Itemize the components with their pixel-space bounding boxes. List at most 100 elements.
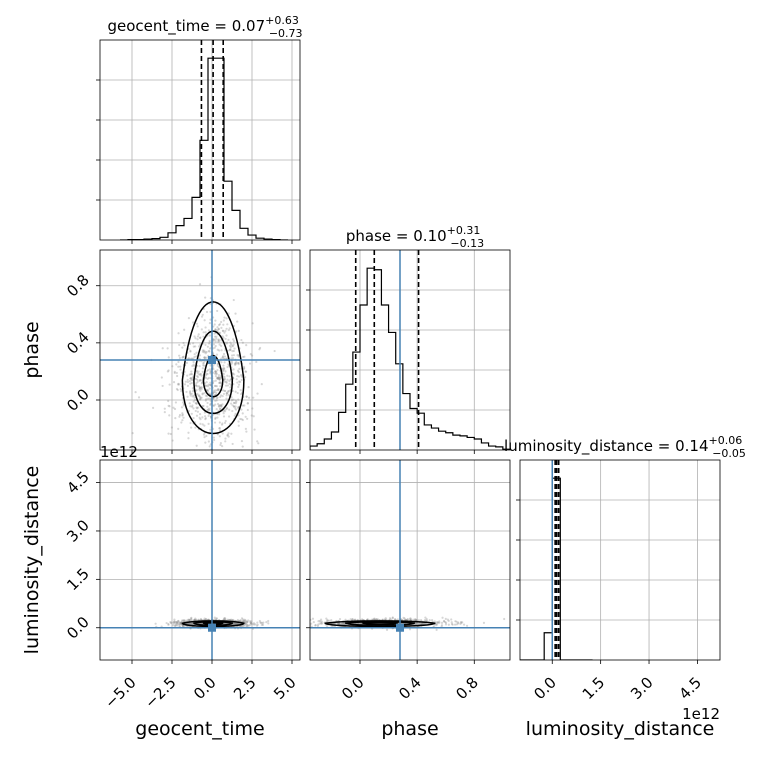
scatter-point xyxy=(178,354,181,357)
scatter-point xyxy=(228,408,231,411)
scatter-point xyxy=(208,409,211,412)
scatter-point xyxy=(208,383,212,387)
scatter-point xyxy=(293,622,295,624)
histogram-phase xyxy=(310,267,510,450)
scatter-point xyxy=(218,435,221,438)
scatter-point xyxy=(218,376,222,379)
scatter-point xyxy=(228,415,231,418)
scatter-point xyxy=(503,617,506,621)
scatter-point xyxy=(232,338,235,341)
scatter-point xyxy=(173,620,176,624)
panel-title-phase: phase = 0.10+0.31 −0.13 xyxy=(346,224,484,250)
panel-plot-area xyxy=(100,460,300,660)
scatter-point xyxy=(251,322,254,325)
scatter-point xyxy=(202,404,205,408)
scatter-point xyxy=(177,365,180,368)
title-subscript: −0.73 xyxy=(269,27,303,40)
scatter-point xyxy=(188,622,191,625)
scatter-point xyxy=(233,414,236,417)
scatter-point xyxy=(232,354,236,357)
scatter-point xyxy=(198,378,202,382)
scatter-point xyxy=(167,404,170,407)
scatter-point xyxy=(446,618,449,621)
scatter-point xyxy=(244,376,247,379)
scatter-point xyxy=(209,302,212,306)
scatter-point xyxy=(181,346,184,349)
scatter-point xyxy=(403,618,407,621)
scatter-point xyxy=(177,383,181,386)
scatter-point xyxy=(216,396,219,399)
scatter-point xyxy=(165,621,168,625)
scatter-point xyxy=(310,622,313,625)
scatter-point xyxy=(220,344,223,347)
scatter-point xyxy=(186,384,190,387)
scatter-point xyxy=(245,395,248,398)
scatter-point xyxy=(221,356,224,359)
scatter-point xyxy=(225,317,228,320)
scatter-point xyxy=(255,360,258,364)
scatter-point xyxy=(205,618,208,621)
scatter-point xyxy=(221,356,224,359)
scatter-point xyxy=(189,350,192,353)
scatter-point xyxy=(204,296,207,299)
scatter-point xyxy=(240,408,243,411)
scatter-point xyxy=(187,431,190,434)
xtick-label-geocent_time-4: 5.0 xyxy=(270,673,300,703)
scatter-point xyxy=(217,376,220,379)
scatter-point xyxy=(200,388,203,391)
scatter-point xyxy=(172,624,175,627)
scatter-point xyxy=(216,387,220,391)
scatter-point xyxy=(303,624,305,626)
scatter-point xyxy=(204,352,207,355)
panel-phase-phase: phase = 0.10+0.31 −0.13 xyxy=(306,224,511,454)
scatter-point xyxy=(174,622,178,625)
scatter-point xyxy=(196,335,200,338)
scatter-point xyxy=(218,378,221,381)
scatter-point xyxy=(192,345,195,348)
scatter-point xyxy=(173,618,176,621)
scatter-point xyxy=(265,620,268,624)
scatter-point xyxy=(213,335,217,338)
scatter-point xyxy=(203,436,206,439)
scatter-point xyxy=(201,423,204,426)
scatter-point xyxy=(293,624,295,626)
scatter-point xyxy=(421,622,424,626)
scatter-point xyxy=(176,622,179,625)
scatter-point xyxy=(227,435,230,438)
contour-level-1 xyxy=(344,620,416,626)
panel-plot-area xyxy=(520,460,720,660)
scatter-point xyxy=(244,621,247,624)
panel-geocent_time-luminosity_distance: 0.0 1.5 3.0 4.5 −5.0 −2.5 0.0 2.5 5.0 xyxy=(63,459,301,712)
scatter-point xyxy=(193,398,197,402)
scatter-point xyxy=(316,624,319,628)
scatter-point xyxy=(204,441,207,444)
scatter-point xyxy=(201,313,204,316)
scatter-point xyxy=(175,621,178,624)
ytick-label-luminosity_distance-3: 4.5 xyxy=(63,468,93,498)
scatter-point xyxy=(188,402,191,405)
scatter-point xyxy=(208,368,212,371)
scatter-point xyxy=(168,383,171,386)
scatter-point xyxy=(204,399,207,402)
scatter-point xyxy=(216,376,219,380)
scatter-point xyxy=(373,618,376,621)
scatter-point xyxy=(209,318,212,321)
scatter-point xyxy=(223,380,227,383)
scatter-point xyxy=(214,372,218,375)
scatter-point xyxy=(238,380,241,383)
scatter-point xyxy=(208,407,211,410)
scatter-point xyxy=(182,625,186,628)
scatter-point xyxy=(218,378,221,381)
scatter-point xyxy=(216,376,219,379)
scatter-point xyxy=(213,616,216,619)
scatter-point xyxy=(198,354,202,357)
scatter-point xyxy=(237,398,240,401)
scatter-point xyxy=(239,618,242,622)
scatter-point xyxy=(216,363,219,366)
scatter-point xyxy=(203,356,206,359)
scatter-point xyxy=(440,624,444,627)
scatter-point xyxy=(232,298,235,302)
scatter-point xyxy=(226,365,229,369)
scatter-point xyxy=(240,617,244,620)
scatter-point xyxy=(203,364,206,367)
